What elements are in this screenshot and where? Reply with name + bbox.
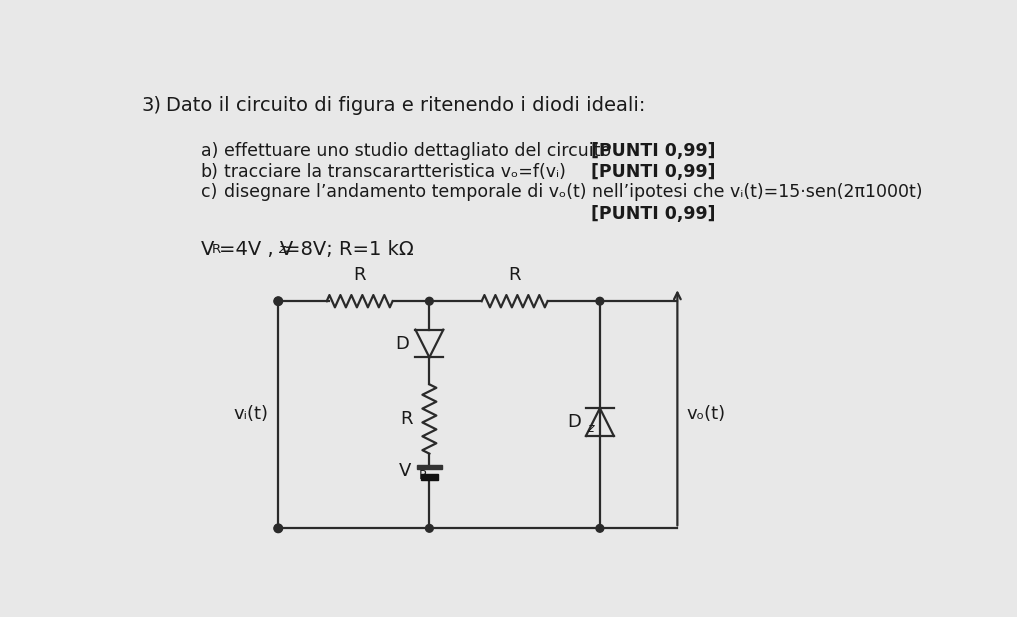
Text: R: R: [353, 267, 366, 284]
Text: [PUNTI 0,99]: [PUNTI 0,99]: [591, 163, 715, 181]
Text: z: z: [279, 244, 285, 257]
Text: R: R: [419, 470, 427, 482]
Text: D: D: [396, 334, 409, 352]
Circle shape: [275, 524, 282, 532]
Circle shape: [275, 297, 282, 305]
Text: z: z: [588, 422, 594, 435]
Text: a): a): [200, 142, 218, 160]
Text: tracciare la transcarartteristica vₒ=f(vᵢ): tracciare la transcarartteristica vₒ=f(v…: [224, 163, 565, 181]
Text: =4V , V: =4V , V: [219, 239, 293, 259]
Text: V: V: [399, 462, 411, 481]
Text: [PUNTI 0,99]: [PUNTI 0,99]: [591, 205, 715, 223]
Text: 3): 3): [141, 96, 161, 115]
Circle shape: [425, 524, 433, 532]
Circle shape: [425, 297, 433, 305]
Text: disegnare l’andamento temporale di vₒ(t) nell’ipotesi che vᵢ(t)=15·sen(2π1000t): disegnare l’andamento temporale di vₒ(t)…: [224, 183, 922, 201]
Text: =8V; R=1 kΩ: =8V; R=1 kΩ: [285, 239, 414, 259]
Text: Dato il circuito di figura e ritenendo i diodi ideali:: Dato il circuito di figura e ritenendo i…: [166, 96, 645, 115]
Text: R: R: [508, 267, 521, 284]
Circle shape: [596, 524, 604, 532]
Text: V: V: [200, 239, 215, 259]
Text: vᵢ(t): vᵢ(t): [234, 405, 268, 423]
Text: R: R: [212, 244, 221, 257]
Circle shape: [596, 297, 604, 305]
Text: D: D: [567, 413, 582, 431]
Text: [PUNTI 0,99]: [PUNTI 0,99]: [591, 142, 715, 160]
Text: vₒ(t): vₒ(t): [686, 405, 726, 423]
Text: R: R: [400, 410, 412, 428]
Bar: [417, 465, 441, 469]
Text: c): c): [200, 183, 217, 201]
Text: effettuare uno studio dettagliato del circuito: effettuare uno studio dettagliato del ci…: [224, 142, 611, 160]
Bar: [421, 474, 438, 480]
Text: b): b): [200, 163, 219, 181]
